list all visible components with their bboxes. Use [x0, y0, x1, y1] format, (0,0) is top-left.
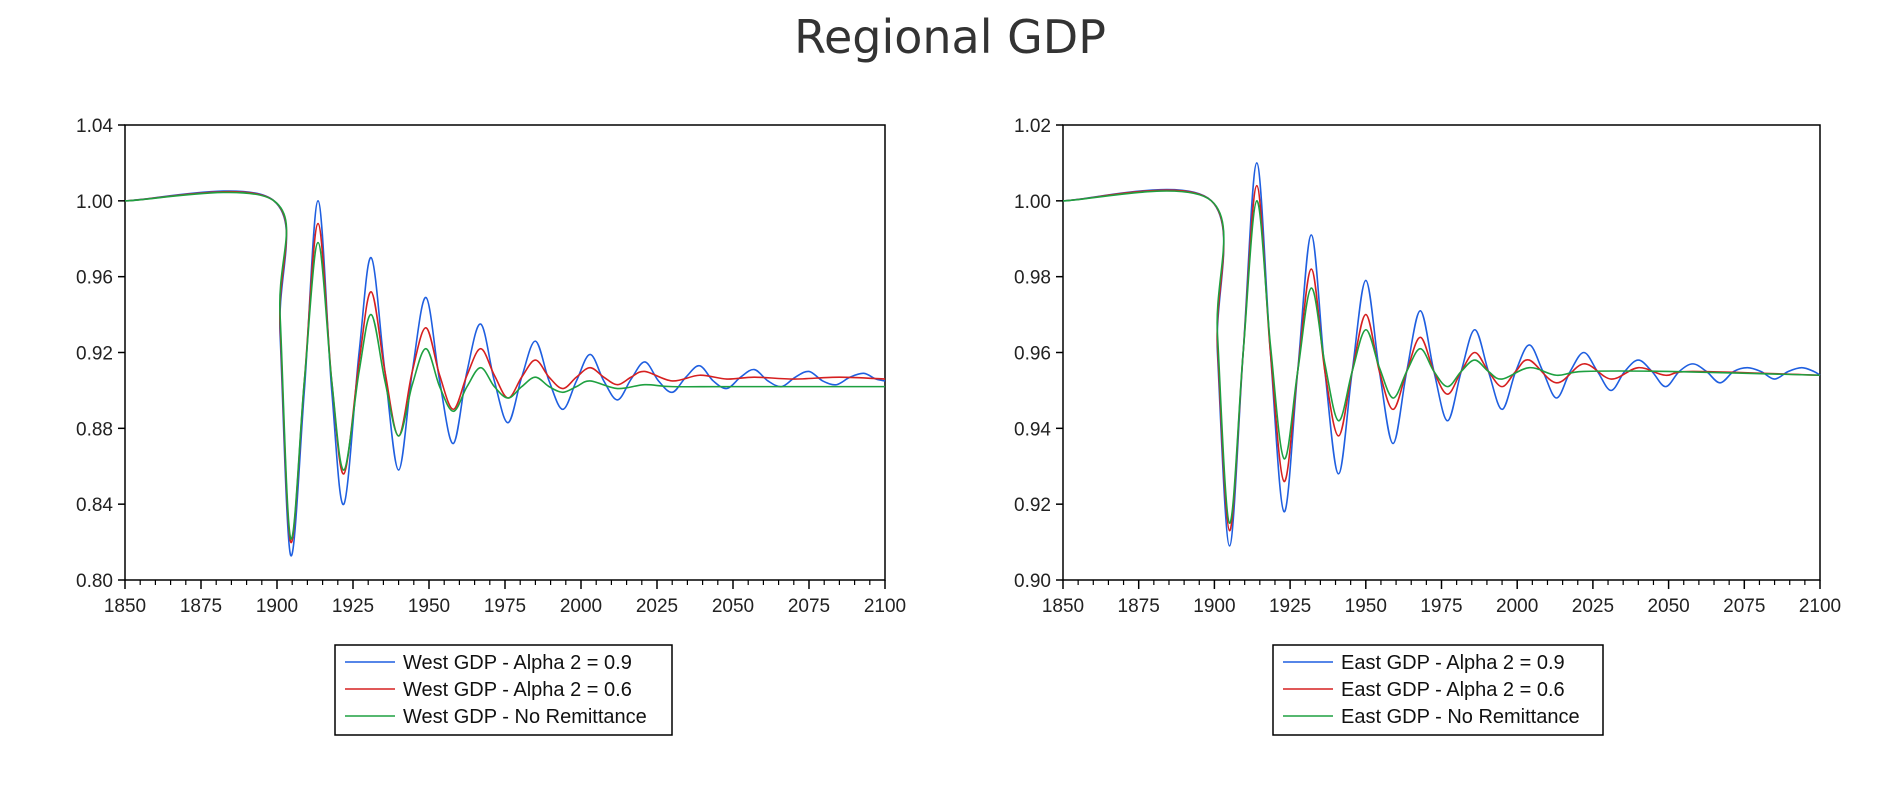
- x-tick-label: 1975: [1420, 596, 1462, 617]
- legend-entry: West GDP - Alpha 2 = 0.9: [403, 652, 632, 674]
- x-tick-label: 1850: [1042, 596, 1084, 617]
- x-tick-label: 1850: [104, 596, 146, 617]
- page-title: Regional GDP: [794, 10, 1106, 64]
- legend-entry: West GDP - Alpha 2 = 0.6: [403, 679, 632, 701]
- y-tick-label: 0.92: [1014, 495, 1051, 516]
- series-line-2: [1062, 184, 1821, 532]
- x-tick-label: 2050: [712, 596, 754, 617]
- series-line-3: [124, 191, 885, 540]
- y-tick-label: 0.84: [76, 495, 113, 516]
- series-line-1: [124, 190, 886, 557]
- x-tick-label: 2100: [864, 596, 906, 617]
- chart-panel-2: 0.90 0.92 0.94 0.96 0.98 1.00 1.02 1850 1875 1900…: [1014, 116, 1841, 736]
- legend: West GDP - Alpha 2 = 0.9 West GDP - Alpha…: [334, 644, 673, 736]
- legend-box: [1272, 644, 1604, 736]
- x-tick-label: 2025: [1572, 596, 1614, 617]
- legend-box: [334, 644, 673, 736]
- legend: East GDP - Alpha 2 = 0.9 East GDP - Alpha…: [1272, 644, 1604, 736]
- y-tick-label: 0.88: [76, 419, 113, 440]
- y-tick-label: 1.02: [1014, 116, 1051, 137]
- x-tick-label: 2075: [1723, 596, 1765, 617]
- chart-panel-1: 0.80 0.84 0.88 0.92 0.96 1.00 1.04 1850 1875 1900…: [76, 116, 906, 736]
- x-tick-label: 1950: [408, 596, 450, 617]
- x-tick-label: 1900: [256, 596, 298, 617]
- x-tick-label: 1925: [1269, 596, 1311, 617]
- x-tick-label: 1975: [484, 596, 526, 617]
- legend-entry: West GDP - No Remittance: [403, 706, 647, 728]
- y-tick-label: 0.96: [1014, 344, 1051, 365]
- x-tick-label: 2100: [1799, 596, 1841, 617]
- x-tick-label: 1925: [332, 596, 374, 617]
- x-tick-label: 1875: [1118, 596, 1160, 617]
- x-tick-label: 2025: [636, 596, 678, 617]
- series-line-2: [124, 190, 886, 544]
- y-tick-label: 1.00: [1014, 192, 1051, 213]
- legend-entry: East GDP - No Remittance: [1341, 706, 1580, 728]
- y-tick-label: 0.80: [76, 571, 113, 592]
- x-tick-label: 1875: [180, 596, 222, 617]
- x-tick-label: 2075: [788, 596, 830, 617]
- legend-entry: East GDP - Alpha 2 = 0.6: [1341, 679, 1565, 701]
- x-tick-label: 2000: [1496, 596, 1538, 617]
- x-tick-label: 2000: [560, 596, 602, 617]
- legend-entry: East GDP - Alpha 2 = 0.9: [1341, 652, 1565, 674]
- y-tick-label: 1.00: [76, 192, 113, 213]
- x-tick-label: 1950: [1345, 596, 1387, 617]
- series-line-1: [1062, 162, 1821, 547]
- y-tick-label: 0.94: [1014, 419, 1051, 440]
- y-tick-label: 0.98: [1014, 268, 1051, 289]
- series-line-3: [1062, 190, 1821, 524]
- y-tick-label: 0.90: [1014, 571, 1051, 592]
- x-tick-label: 2050: [1647, 596, 1689, 617]
- y-tick-label: 0.92: [76, 344, 113, 365]
- plot-frame: [1062, 124, 1821, 581]
- x-tick-label: 1900: [1193, 596, 1235, 617]
- y-tick-label: 1.04: [76, 116, 113, 137]
- y-tick-label: 0.96: [76, 268, 113, 289]
